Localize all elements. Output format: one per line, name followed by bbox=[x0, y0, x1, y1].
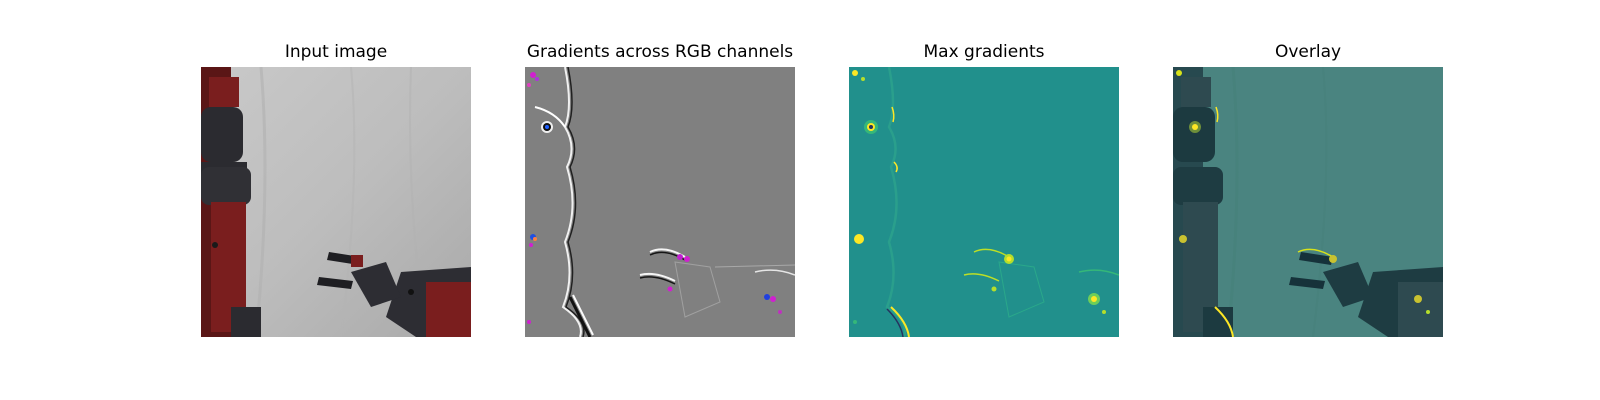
max-gradients-panel bbox=[849, 67, 1119, 337]
panel-title-overlay: Overlay bbox=[1274, 42, 1342, 62]
max-gradients-image bbox=[849, 67, 1119, 337]
panel-title-max-gradients: Max gradients bbox=[923, 42, 1045, 62]
overlay-panel bbox=[1173, 67, 1443, 337]
input-image bbox=[201, 67, 471, 337]
rgb-gradients-panel bbox=[525, 67, 795, 337]
panel-title-input: Input image bbox=[284, 42, 388, 62]
panel-title-gradients: Gradients across RGB channels bbox=[526, 42, 794, 62]
rgb-gradients-image bbox=[525, 67, 795, 337]
overlay-image bbox=[1173, 67, 1443, 337]
input-image-panel bbox=[201, 67, 471, 337]
